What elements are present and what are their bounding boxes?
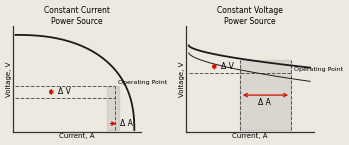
- Text: Δ A: Δ A: [258, 98, 270, 107]
- Y-axis label: Voltage, V: Voltage, V: [6, 62, 12, 97]
- X-axis label: Current, A: Current, A: [232, 133, 268, 139]
- X-axis label: Current, A: Current, A: [59, 133, 95, 139]
- Text: Operating Point: Operating Point: [294, 67, 343, 72]
- Text: Δ A: Δ A: [120, 119, 133, 128]
- Y-axis label: Voltage, V: Voltage, V: [179, 62, 185, 97]
- Text: Operating Point: Operating Point: [118, 79, 167, 85]
- Title: Constant Voltage
Power Source: Constant Voltage Power Source: [217, 6, 283, 26]
- Text: Δ V: Δ V: [58, 87, 70, 96]
- Title: Constant Current
Power Source: Constant Current Power Source: [44, 6, 110, 26]
- Text: Δ V: Δ V: [221, 62, 233, 71]
